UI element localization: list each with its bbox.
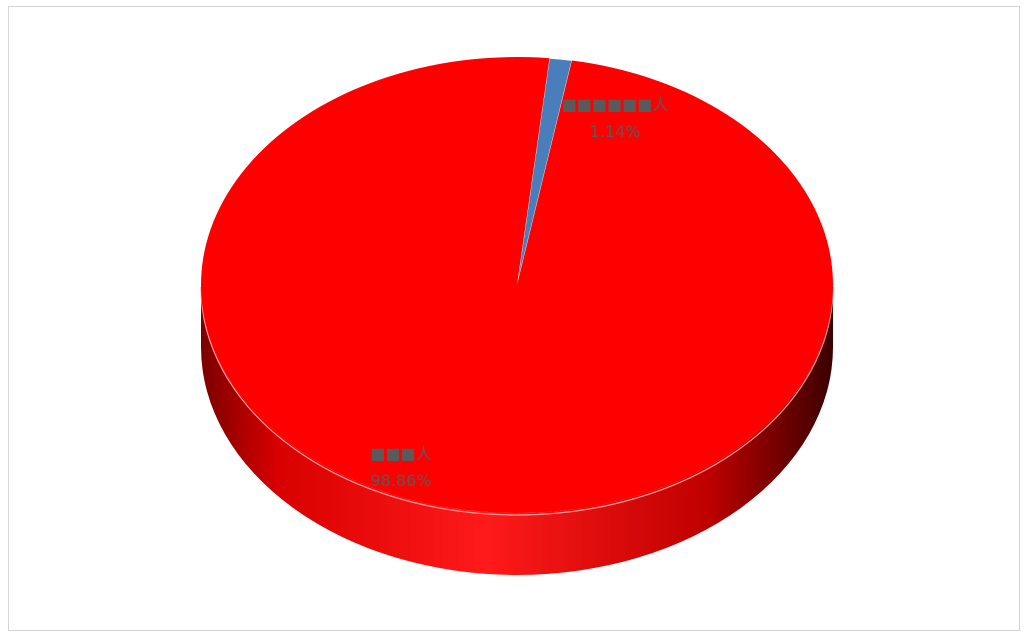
pie-labels: ■■■人 98.86% ■■■■■■人 1.14% [370, 95, 668, 490]
pie-slice-0 [200, 56, 834, 513]
pie-side-wall [200, 285, 834, 575]
slice-label-0: ■■■人 [370, 444, 431, 463]
slice-percent-0: 98.86% [370, 471, 431, 490]
pie-slice-1 [516, 57, 573, 286]
chart-frame: ■■■人 98.86% ■■■■■■人 1.14% [8, 6, 1020, 631]
pie-side-surface [201, 285, 833, 575]
slice-percent-1: 1.14% [590, 122, 641, 141]
pie-rim-highlight [200, 286, 834, 516]
pie-chart: ■■■人 98.86% ■■■■■■人 1.14% [200, 56, 834, 575]
pie-top-face [200, 56, 834, 513]
slice-label-1: ■■■■■■人 [562, 95, 669, 114]
